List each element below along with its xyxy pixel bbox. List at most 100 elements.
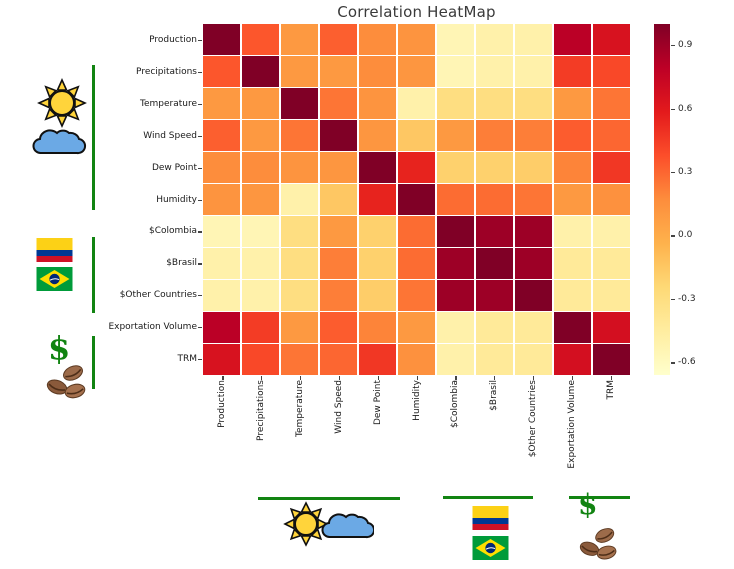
colorbar-tick-label: 0.9 <box>678 40 693 51</box>
row-tick <box>198 167 202 169</box>
heatmap-cell <box>436 120 475 151</box>
heatmap-cell <box>514 56 553 87</box>
row-tick <box>198 263 202 265</box>
column-tick <box>338 375 341 380</box>
column-tick <box>300 375 302 380</box>
heatmap-cell <box>514 88 553 119</box>
column-tick <box>222 375 224 380</box>
heatmap-cell <box>358 120 397 151</box>
heatmap-cell <box>397 88 436 119</box>
heatmap-cell <box>592 216 630 247</box>
colorbar-tick-label: -0.3 <box>678 293 696 304</box>
row-label: Exportation Volume <box>108 322 197 333</box>
row-label: $Brasil <box>166 258 197 269</box>
colorbar-tick <box>671 235 675 237</box>
column-label: Dew Point <box>372 380 383 426</box>
heatmap-cell <box>514 280 553 311</box>
heatmap-cell <box>280 24 319 55</box>
heatmap-cell <box>319 120 358 151</box>
heatmap-cell <box>319 248 358 279</box>
heatmap-cell <box>358 88 397 119</box>
heatmap-cell <box>553 24 592 55</box>
heatmap-cell <box>203 312 241 343</box>
heatmap-cell <box>436 280 475 311</box>
heatmap-cell <box>203 88 241 119</box>
heatmap-cell <box>553 120 592 151</box>
heatmap-cell <box>280 56 319 87</box>
heatmap-cell <box>475 344 514 375</box>
brazil-flag <box>36 267 73 291</box>
currency-group-line-bottom <box>443 496 533 499</box>
heatmap-grid <box>203 24 630 375</box>
heatmap-cell <box>203 184 241 215</box>
heatmap-cell <box>319 88 358 119</box>
heatmap-cell <box>514 216 553 247</box>
heatmap-cell <box>358 56 397 87</box>
heatmap-cell <box>514 24 553 55</box>
heatmap-cell <box>280 344 319 375</box>
colombia-flag <box>36 238 73 262</box>
colorbar-tick <box>671 172 675 174</box>
colorbar-tick <box>671 362 675 364</box>
colombia-flag <box>472 506 509 530</box>
heatmap-cell <box>241 280 280 311</box>
heatmap-cell <box>514 120 553 151</box>
export-group-line-bottom <box>569 496 630 499</box>
coffee-beans-icon <box>579 528 617 560</box>
row-tick <box>198 135 202 137</box>
heatmap-cell <box>436 248 475 279</box>
heatmap-cell <box>397 344 436 375</box>
heatmap-cell <box>514 248 553 279</box>
heatmap-cell <box>358 152 397 183</box>
heatmap-cell <box>397 152 436 183</box>
heatmap-cell <box>319 184 358 215</box>
heatmap-cell <box>553 280 592 311</box>
heatmap-cell <box>319 312 358 343</box>
row-tick <box>198 39 202 42</box>
row-tick <box>198 231 202 233</box>
heatmap-cell <box>241 216 280 247</box>
colorbar-tick-label: -0.6 <box>678 357 696 368</box>
heatmap-cell <box>280 248 319 279</box>
column-label: $Colombia <box>450 380 461 429</box>
row-label: $Other Countries <box>119 290 197 301</box>
heatmap-cell <box>241 120 280 151</box>
heatmap-cell <box>203 120 241 151</box>
heatmap-cell <box>592 24 630 55</box>
heatmap-cell <box>436 152 475 183</box>
row-label: Dew Point <box>151 162 197 173</box>
heatmap-cell <box>280 120 319 151</box>
heatmap-cell <box>319 216 358 247</box>
heatmap-cell <box>553 56 592 87</box>
heatmap-cell <box>514 152 553 183</box>
dollar-icon: $ <box>578 488 598 521</box>
column-label: Exportation Volume <box>566 380 577 469</box>
row-label: TRM <box>177 354 197 365</box>
heatmap-cell <box>203 216 241 247</box>
column-tick <box>571 375 573 380</box>
row-tick <box>198 103 202 105</box>
export-group-line <box>92 336 95 389</box>
heatmap-cell <box>436 216 475 247</box>
colorbar-tick-label: 0.0 <box>678 230 693 241</box>
heatmap-cell <box>241 344 280 375</box>
heatmap-cell <box>514 344 553 375</box>
weather-group-line <box>92 65 95 210</box>
row-label: Humidity <box>156 194 197 205</box>
heatmap-cell <box>592 120 630 151</box>
row-label: Temperature <box>139 98 197 109</box>
brazil-flag <box>472 536 509 560</box>
heatmap-cell <box>203 248 241 279</box>
column-label: Wind Speed <box>333 380 344 434</box>
heatmap-cell <box>397 248 436 279</box>
heatmap-cell <box>592 280 630 311</box>
heatmap-cell <box>475 120 514 151</box>
heatmap-cell <box>592 344 630 375</box>
heatmap-cell <box>475 248 514 279</box>
heatmap-cell <box>319 152 358 183</box>
column-label: $Other Countries <box>527 380 538 458</box>
heatmap-cell <box>280 216 319 247</box>
currency-group-line <box>92 237 95 313</box>
colorbar-tick <box>671 45 675 47</box>
